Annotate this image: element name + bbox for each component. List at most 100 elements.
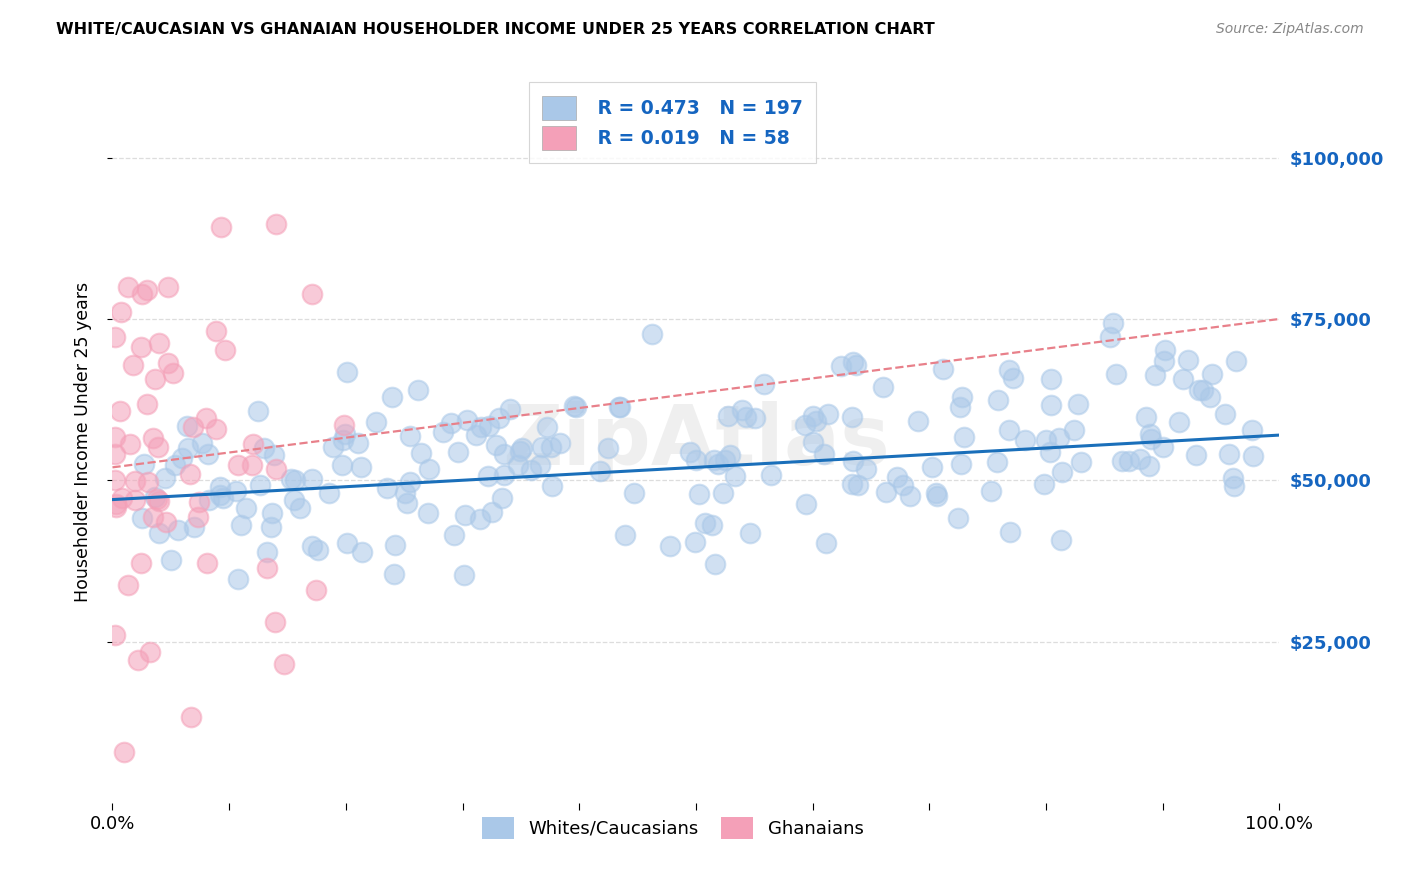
Point bbox=[104, 473, 127, 487]
Point bbox=[796, 497, 818, 511]
Point bbox=[1171, 372, 1194, 386]
Point bbox=[688, 487, 710, 501]
Point bbox=[104, 627, 127, 641]
Point bbox=[1014, 433, 1036, 447]
Point bbox=[301, 287, 323, 301]
Point bbox=[623, 485, 645, 500]
Point bbox=[111, 491, 134, 506]
Point bbox=[1192, 384, 1215, 398]
Point bbox=[685, 452, 707, 467]
Point bbox=[454, 508, 477, 523]
Point bbox=[510, 441, 533, 455]
Point bbox=[246, 404, 269, 418]
Point bbox=[953, 430, 976, 444]
Point bbox=[724, 469, 747, 483]
Point bbox=[336, 536, 359, 550]
Point bbox=[659, 540, 682, 554]
Point bbox=[731, 402, 754, 417]
Point bbox=[641, 327, 664, 342]
Point bbox=[104, 430, 127, 444]
Point bbox=[110, 305, 132, 319]
Point bbox=[997, 423, 1019, 437]
Point bbox=[406, 384, 429, 398]
Point bbox=[350, 460, 373, 475]
Point bbox=[1039, 398, 1062, 412]
Point bbox=[1063, 423, 1085, 437]
Point bbox=[1050, 533, 1073, 548]
Point bbox=[264, 217, 287, 231]
Point bbox=[1039, 445, 1062, 459]
Point bbox=[142, 509, 165, 524]
Point bbox=[693, 516, 716, 530]
Point bbox=[395, 496, 418, 510]
Point bbox=[509, 444, 531, 458]
Point bbox=[683, 535, 706, 549]
Point bbox=[470, 512, 492, 526]
Point bbox=[273, 657, 295, 671]
Point bbox=[740, 526, 762, 541]
Point bbox=[494, 468, 516, 483]
Point bbox=[333, 417, 356, 432]
Point bbox=[432, 425, 454, 439]
Point bbox=[806, 414, 828, 428]
Point bbox=[138, 475, 160, 490]
Point bbox=[366, 415, 388, 429]
Point bbox=[565, 400, 588, 414]
Point bbox=[131, 511, 153, 525]
Point bbox=[305, 582, 328, 597]
Point bbox=[886, 470, 908, 484]
Point bbox=[332, 433, 354, 447]
Point bbox=[921, 460, 943, 475]
Point bbox=[872, 380, 894, 394]
Point bbox=[700, 518, 723, 533]
Point bbox=[163, 458, 186, 473]
Point bbox=[256, 544, 278, 558]
Point bbox=[157, 356, 180, 370]
Point bbox=[322, 440, 344, 454]
Point bbox=[1225, 354, 1247, 368]
Point bbox=[598, 441, 620, 455]
Point bbox=[609, 401, 631, 415]
Point bbox=[898, 489, 921, 503]
Point bbox=[1067, 396, 1090, 410]
Point bbox=[205, 422, 228, 436]
Point bbox=[330, 458, 353, 472]
Point bbox=[177, 441, 200, 455]
Point bbox=[793, 418, 815, 433]
Point bbox=[197, 447, 219, 461]
Point bbox=[384, 538, 406, 552]
Point bbox=[336, 365, 359, 379]
Point bbox=[160, 553, 183, 567]
Point bbox=[136, 397, 159, 411]
Point bbox=[148, 526, 170, 541]
Point bbox=[209, 488, 232, 502]
Point bbox=[375, 481, 398, 495]
Point bbox=[263, 449, 285, 463]
Y-axis label: Householder Income Under 25 years: Householder Income Under 25 years bbox=[73, 282, 91, 601]
Point bbox=[253, 441, 276, 455]
Point bbox=[845, 358, 868, 372]
Point bbox=[842, 355, 865, 369]
Point bbox=[803, 409, 825, 423]
Point bbox=[875, 484, 897, 499]
Point bbox=[129, 340, 152, 354]
Point bbox=[143, 372, 166, 386]
Point bbox=[170, 451, 193, 466]
Point bbox=[949, 400, 972, 414]
Point bbox=[418, 462, 440, 476]
Point bbox=[157, 280, 180, 294]
Point bbox=[195, 556, 218, 570]
Point bbox=[1139, 426, 1161, 441]
Point bbox=[1241, 449, 1264, 463]
Point bbox=[1002, 371, 1025, 385]
Point bbox=[456, 412, 478, 426]
Point bbox=[318, 486, 340, 500]
Point bbox=[946, 511, 969, 525]
Point bbox=[117, 578, 139, 592]
Point bbox=[155, 516, 177, 530]
Point bbox=[477, 469, 499, 483]
Point bbox=[846, 477, 869, 491]
Point bbox=[212, 491, 235, 505]
Point bbox=[1153, 353, 1175, 368]
Point bbox=[478, 418, 501, 433]
